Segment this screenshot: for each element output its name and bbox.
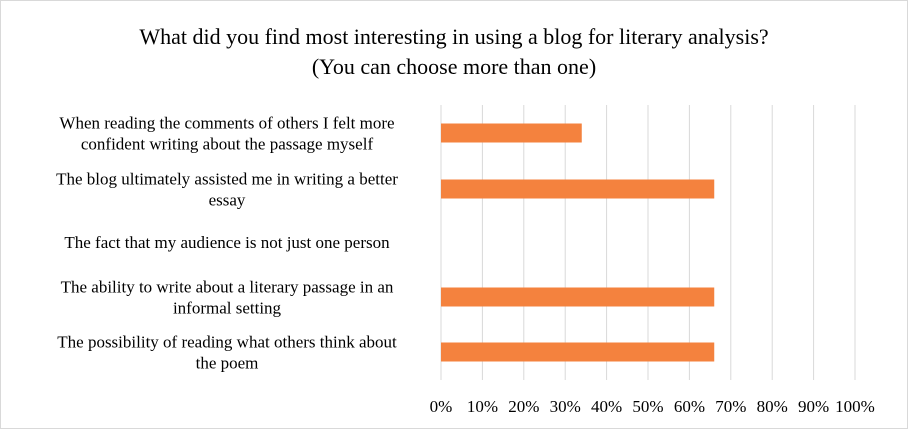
x-tick-label: 50% — [632, 397, 663, 416]
category-label-line: informal setting — [173, 299, 282, 318]
category-label: The ability to write about a literary pa… — [61, 278, 394, 318]
category-labels: When reading the comments of others I fe… — [56, 114, 398, 373]
x-tick-label: 60% — [674, 397, 705, 416]
chart-title-line-1: What did you find most interesting in us… — [139, 24, 769, 49]
category-label: The possibility of reading what others t… — [57, 333, 397, 373]
x-tick-label: 0% — [430, 397, 453, 416]
category-label-line: The fact that my audience is not just on… — [64, 233, 390, 252]
category-label-line: The ability to write about a literary pa… — [61, 278, 394, 297]
category-label-line: confident writing about the passage myse… — [81, 135, 374, 154]
bar — [441, 287, 715, 307]
x-tick-labels: 0% 10% 20% 30% 40% 50% 60% 70% 80% 90% 100% — [430, 397, 875, 416]
category-label: The fact that my audience is not just on… — [64, 233, 390, 252]
x-tick-label: 30% — [550, 397, 581, 416]
category-label-line: essay — [209, 191, 246, 210]
category-label-line: When reading the comments of others I fe… — [59, 114, 394, 133]
bars — [441, 123, 715, 362]
x-tick-label: 100% — [835, 397, 875, 416]
x-tick-label: 10% — [467, 397, 498, 416]
category-label-line: the poem — [196, 354, 259, 373]
x-tick-label: 40% — [591, 397, 622, 416]
bar — [441, 179, 715, 199]
x-tick-label: 20% — [508, 397, 539, 416]
chart-title-line-2: (You can choose more than one) — [311, 54, 597, 79]
category-label-line: The blog ultimately assisted me in writi… — [56, 170, 398, 189]
chart-title: What did you find most interesting in us… — [0, 22, 908, 82]
gridlines — [440, 105, 856, 380]
bar — [441, 123, 582, 143]
x-tick-label: 80% — [757, 397, 788, 416]
bar — [441, 342, 715, 362]
x-tick-label: 90% — [798, 397, 829, 416]
x-tick-label: 70% — [715, 397, 746, 416]
category-label-line: The possibility of reading what others t… — [57, 333, 397, 352]
category-label: The blog ultimately assisted me in writi… — [56, 170, 398, 210]
category-label: When reading the comments of others I fe… — [59, 114, 394, 154]
